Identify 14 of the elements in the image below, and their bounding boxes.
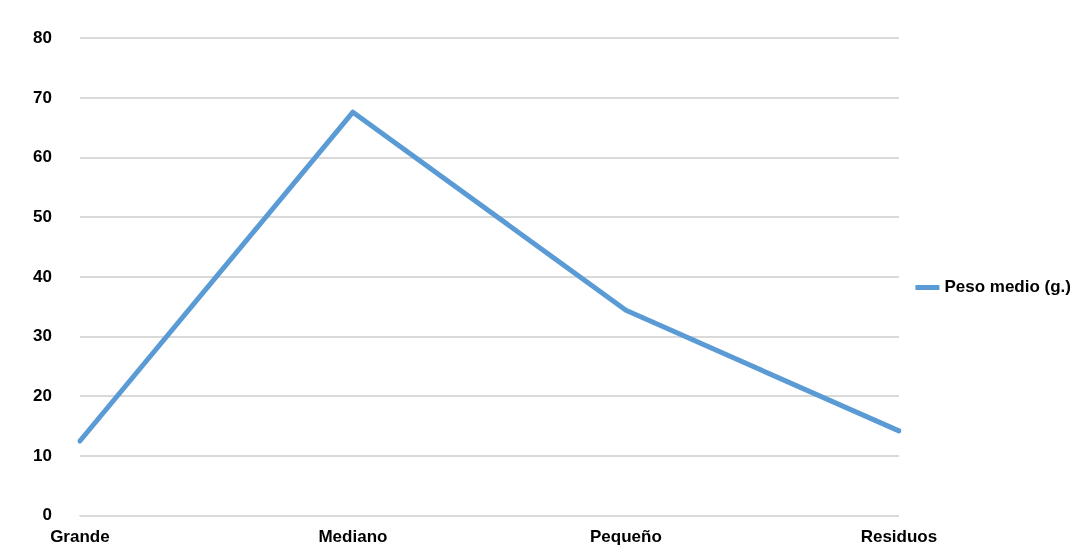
- y-tick-label: 60: [32, 147, 52, 167]
- x-tick-label: Grande: [50, 527, 110, 547]
- y-tick-label: 30: [32, 326, 52, 346]
- y-tick-label: 70: [32, 87, 52, 107]
- x-tick-label: Mediano: [318, 527, 388, 547]
- y-tick-label: 0: [42, 505, 52, 525]
- x-tick-label: Residuos: [860, 527, 938, 547]
- y-tick-label: 40: [32, 266, 52, 286]
- y-tick-label: 50: [32, 206, 52, 226]
- y-tick-label: 80: [32, 27, 52, 47]
- x-tick-label: Pequeño: [590, 527, 662, 547]
- y-tick-label: 10: [32, 445, 52, 465]
- legend-label: Peso medio (g.): [944, 277, 1072, 297]
- y-tick-label: 20: [32, 385, 52, 405]
